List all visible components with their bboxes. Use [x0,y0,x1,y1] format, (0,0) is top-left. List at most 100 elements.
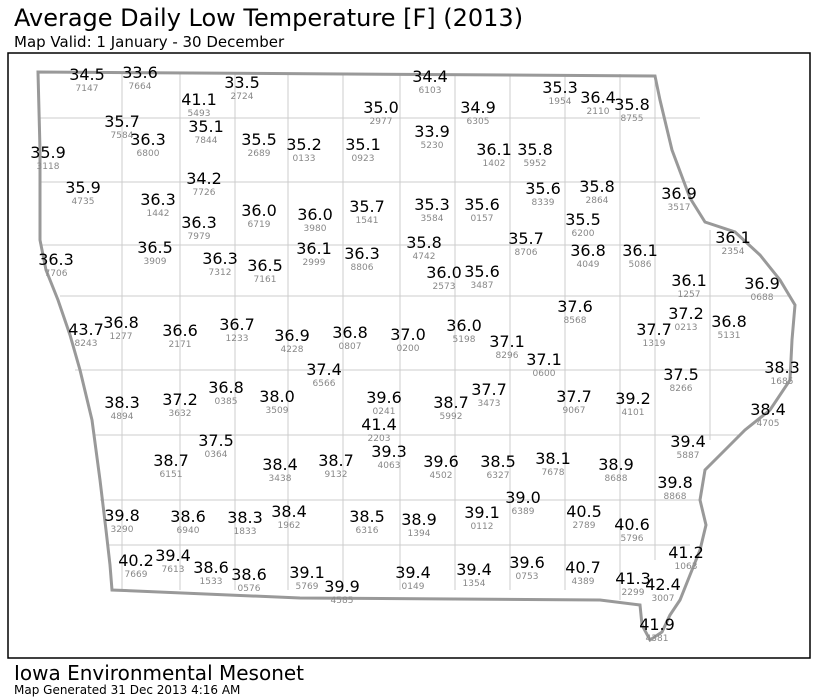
station-id: 2864 [586,196,609,206]
station-id: 1233 [226,334,249,344]
station-id: 6305 [467,117,490,127]
station-id: 7161 [254,275,277,285]
station-id: 2689 [248,149,271,159]
station-id: 1257 [678,290,701,300]
station-temp: 35.9 [30,143,66,162]
station-temp: 40.7 [565,558,601,577]
station-temp: 36.9 [744,274,780,293]
station-temp: 41.3 [615,569,651,588]
station-id: 9067 [563,406,586,416]
station-id: 1442 [147,209,170,219]
station-id: 7844 [195,136,218,146]
station-temp: 33.6 [122,63,158,82]
station-id: 3517 [668,203,691,213]
station-id: 8868 [664,492,687,502]
station-id: 2789 [573,521,596,531]
station-temp: 35.9 [65,178,101,197]
station-temp: 35.5 [241,130,277,149]
station-id: 1063 [675,562,698,572]
station-id: 8296 [496,351,519,361]
station-temp: 36.0 [446,316,482,335]
station-id: 0576 [238,584,261,594]
station-id: 9132 [325,470,348,480]
station-temp: 36.8 [103,313,139,332]
station-id: 4101 [622,408,645,418]
station-id: 4585 [331,596,354,606]
station-id: 4381 [646,634,669,644]
station-id: 6800 [137,149,160,159]
station-id: 1962 [278,521,301,531]
station-temp: 36.7 [219,315,255,334]
station-id: 5493 [188,109,211,119]
station-temp: 35.8 [517,140,553,159]
station-id: 2171 [169,340,192,350]
station-id: 8243 [75,339,98,349]
station-temp: 36.0 [297,205,333,224]
station-id: 4049 [577,260,600,270]
station-id: 8266 [670,384,693,394]
station-temp: 36.3 [140,190,176,209]
station-id: 8339 [532,198,555,208]
station-temp: 36.1 [622,241,658,260]
station-temp: 35.7 [104,112,140,131]
station-temp: 36.9 [661,184,697,203]
station-temp: 38.5 [349,507,385,526]
station-id: 6103 [419,86,442,96]
station-id: 5198 [453,335,476,345]
station-temp: 39.1 [464,503,500,522]
station-temp: 35.8 [614,95,650,114]
station-temp: 36.3 [202,249,238,268]
station-id: 4389 [572,577,595,587]
station-id: 6719 [248,220,271,230]
station-id: 0385 [215,397,238,407]
station-temp: 34.5 [69,65,105,84]
station-temp: 39.6 [423,452,459,471]
station-id: 3290 [111,525,134,535]
station-temp: 35.6 [464,195,500,214]
station-temp: 36.1 [671,271,707,290]
station-temp: 36.1 [715,228,751,247]
station-id: 5769 [296,582,319,592]
station-id: 4063 [378,461,401,471]
station-temp: 38.9 [598,455,634,474]
station-temp: 38.1 [535,449,571,468]
station-id: 0133 [293,154,316,164]
station-temp: 41.2 [668,543,704,562]
station-id: 7726 [193,188,216,198]
title: Average Daily Low Temperature [F] (2013) [14,4,523,32]
station-temp: 39.3 [371,442,407,461]
station-temp: 35.3 [542,78,578,97]
station-temp: 38.6 [170,507,206,526]
station-id: 7664 [129,82,152,92]
station-id: 4502 [430,471,453,481]
station-id: 0688 [751,293,774,303]
station-temp: 36.1 [476,140,512,159]
station-id: 6389 [512,507,535,517]
station-id: 8568 [564,316,587,326]
station-temp: 35.1 [345,135,381,154]
station-id: 3118 [37,162,60,172]
station-id: 5887 [677,451,700,461]
station-temp: 39.0 [505,488,541,507]
station-temp: 36.8 [208,378,244,397]
station-id: 2354 [722,247,745,257]
station-id: 2203 [368,434,391,444]
station-temp: 37.7 [636,320,672,339]
station-temp: 35.1 [188,117,224,136]
station-id: 0200 [397,344,420,354]
station-temp: 40.6 [614,515,650,534]
station-id: 0213 [675,323,698,333]
station-temp: 34.4 [412,67,448,86]
station-temp: 39.8 [104,506,140,525]
station-temp: 38.3 [104,393,140,412]
station-temp: 36.8 [332,323,368,342]
station-id: 5952 [524,159,547,169]
station-id: 3584 [421,214,444,224]
station-id: 8706 [515,248,538,258]
station-id: 0807 [339,342,362,352]
station-temp: 39.4 [456,560,492,579]
station-id: 1277 [110,332,133,342]
station-id: 6151 [160,470,183,480]
station-temp: 39.9 [324,577,360,596]
